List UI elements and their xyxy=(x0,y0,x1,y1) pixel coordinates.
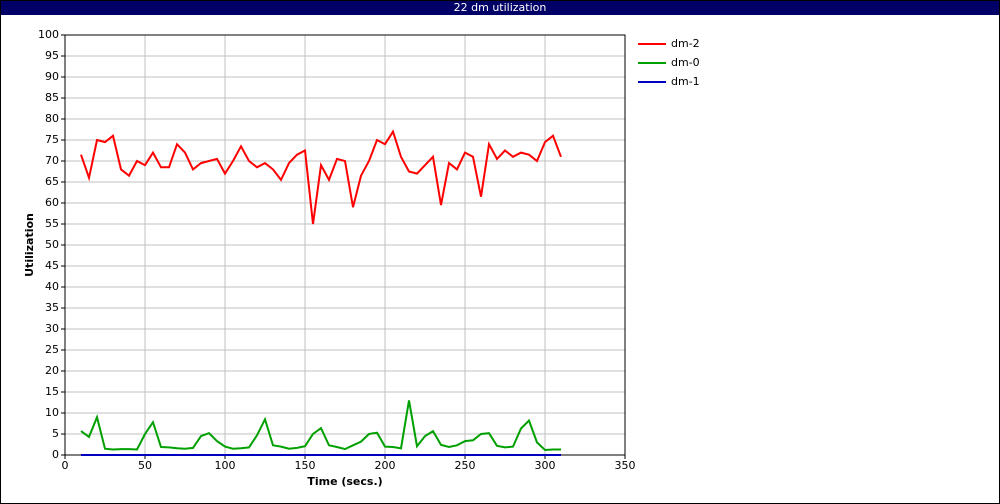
y-tick-label: 60 xyxy=(45,196,59,209)
x-tick-label: 50 xyxy=(138,459,152,472)
y-tick-label: 25 xyxy=(45,343,59,356)
y-tick-label: 40 xyxy=(45,280,59,293)
chart-title: 22 dm utilization xyxy=(454,1,547,14)
data-line xyxy=(80,400,561,452)
y-tick-label: 70 xyxy=(45,154,59,167)
x-tick-label: 350 xyxy=(615,459,636,472)
x-tick-label: 300 xyxy=(535,459,556,472)
y-tick-label: 45 xyxy=(45,259,59,272)
x-tick-label: 200 xyxy=(375,459,396,472)
x-tick-label: 150 xyxy=(295,459,316,472)
y-tick-label: 75 xyxy=(45,133,59,146)
y-tick-label: 85 xyxy=(45,91,59,104)
title-bar xyxy=(1,1,999,15)
x-tick-label: 250 xyxy=(455,459,476,472)
y-tick-label: 65 xyxy=(45,175,59,188)
x-axis-label: Time (secs.) xyxy=(307,475,382,488)
y-tick-label: 35 xyxy=(45,301,59,314)
y-tick-label: 95 xyxy=(45,49,59,62)
y-tick-label: 50 xyxy=(45,238,59,251)
data-line xyxy=(80,129,562,225)
x-tick-label: 0 xyxy=(62,459,69,472)
y-tick-label: 0 xyxy=(52,448,59,461)
y-tick-label: 5 xyxy=(52,427,59,440)
y-tick-label: 15 xyxy=(45,385,59,398)
x-tick-label: 100 xyxy=(215,459,236,472)
y-tick-label: 30 xyxy=(45,322,59,335)
y-tick-label: 20 xyxy=(45,364,59,377)
y-tick-label: 10 xyxy=(45,406,59,419)
legend-label: dm-2 xyxy=(671,37,700,50)
legend-label: dm-0 xyxy=(671,56,700,69)
y-tick-label: 100 xyxy=(38,28,59,41)
y-tick-label: 80 xyxy=(45,112,59,125)
y-tick-label: 55 xyxy=(45,217,59,230)
y-axis-label: Utilization xyxy=(23,213,36,277)
legend-label: dm-1 xyxy=(671,75,700,88)
y-tick-label: 90 xyxy=(45,70,59,83)
